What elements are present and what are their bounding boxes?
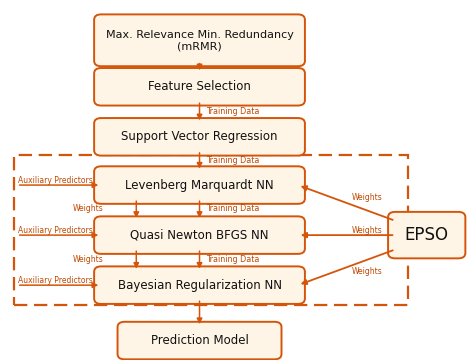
Text: Quasi Newton BFGS NN: Quasi Newton BFGS NN [130,229,269,242]
Text: Weights: Weights [352,267,383,276]
Text: Training Data: Training Data [206,156,259,164]
FancyBboxPatch shape [388,212,465,258]
Text: Support Vector Regression: Support Vector Regression [121,130,278,143]
Text: Training Data: Training Data [206,204,259,213]
Text: Feature Selection: Feature Selection [148,80,251,93]
Text: Bayesian Regularization NN: Bayesian Regularization NN [118,279,282,291]
FancyBboxPatch shape [94,166,305,204]
FancyBboxPatch shape [94,266,305,304]
Text: Levenberg Marquardt NN: Levenberg Marquardt NN [125,179,274,192]
FancyBboxPatch shape [118,322,282,359]
Text: Weights: Weights [73,204,103,213]
Text: Weights: Weights [352,193,383,202]
Text: Prediction Model: Prediction Model [151,334,248,347]
FancyBboxPatch shape [94,15,305,66]
Text: Max. Relevance Min. Redundancy
(mRMR): Max. Relevance Min. Redundancy (mRMR) [106,29,293,51]
Text: Auxiliary Predictors: Auxiliary Predictors [18,226,93,235]
FancyBboxPatch shape [94,118,305,156]
Text: EPSO: EPSO [405,226,449,244]
Text: Training Data: Training Data [206,107,259,115]
Text: Weights: Weights [73,254,103,264]
Text: Training Data: Training Data [206,254,259,264]
Text: Weights: Weights [352,226,383,235]
FancyBboxPatch shape [94,216,305,254]
Text: Auxiliary Predictors: Auxiliary Predictors [18,176,93,185]
Text: Auxiliary Predictors: Auxiliary Predictors [18,276,93,285]
FancyBboxPatch shape [94,68,305,106]
